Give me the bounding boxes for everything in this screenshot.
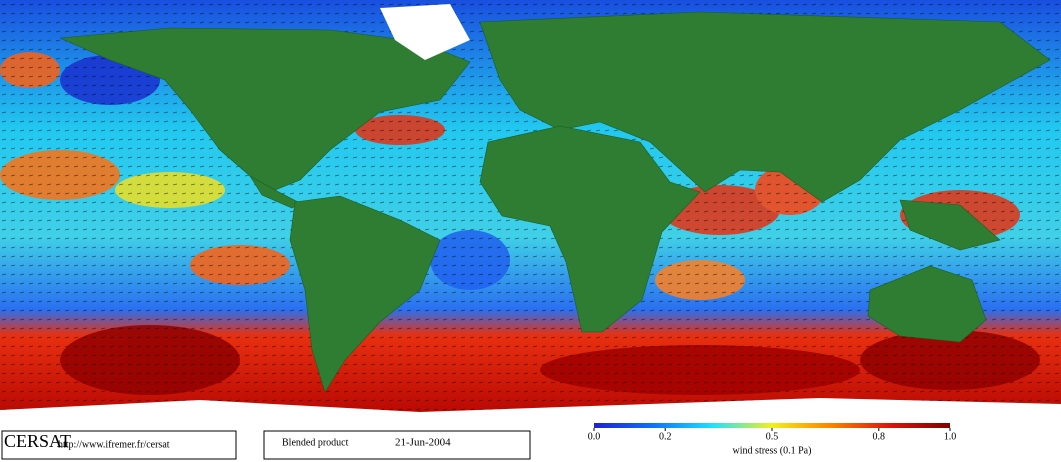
source-box — [1, 430, 237, 460]
url: http://www.ifremer.fr/cersat — [58, 439, 170, 450]
map — [0, 0, 1061, 430]
date: 21-Jun-2004 — [395, 437, 451, 449]
colorbar-tick-label: 0.0 — [588, 431, 601, 442]
product-box — [263, 430, 531, 460]
logo: CERSAT — [4, 431, 71, 451]
colorbar-tick-label: 0.2 — [659, 431, 672, 442]
footer: CERSAT http://www.ifremer.fr/cersat Blen… — [0, 423, 1061, 462]
colorbar-tick-label: 0.5 — [766, 431, 779, 442]
product: Blended product — [282, 437, 349, 448]
colorbar-tick-label: 0.8 — [873, 431, 886, 442]
colorbar-title: wind stress (0.1 Pa) — [733, 445, 812, 456]
colorbar-scale — [594, 423, 950, 428]
colorbar: wind stress (0.1 Pa) 0.0 0.2 0.5 0.8 1.0 — [588, 423, 957, 456]
colorbar-tick-label: 1.0 — [944, 431, 957, 442]
